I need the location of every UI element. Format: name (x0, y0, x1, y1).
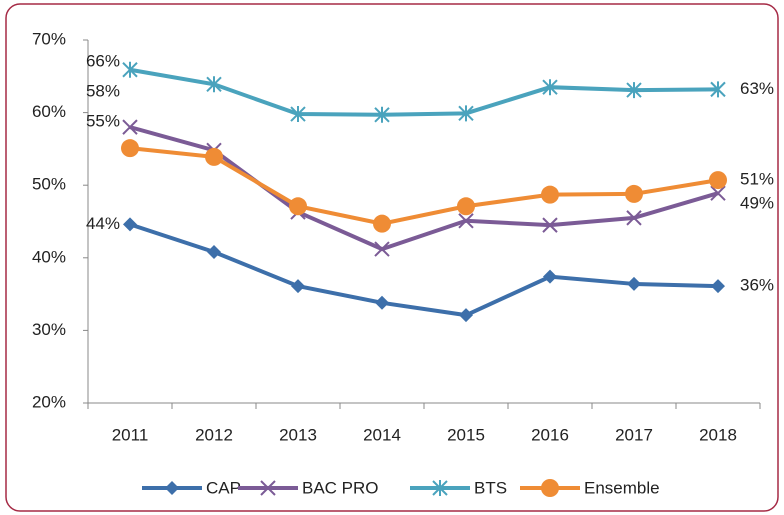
legend-label: CAP (206, 478, 241, 497)
marker (290, 106, 306, 123)
marker (374, 241, 390, 257)
marker (541, 185, 559, 204)
legend-marker (541, 479, 559, 497)
marker (542, 217, 558, 233)
legend-marker (165, 481, 179, 495)
marker (205, 147, 223, 166)
data-label: 36% (740, 276, 774, 295)
legend-label: Ensemble (584, 478, 660, 497)
marker (626, 82, 642, 99)
data-label: 58% (86, 82, 120, 101)
marker (459, 308, 473, 323)
marker (710, 81, 726, 98)
x-tick-label: 2012 (195, 425, 233, 444)
marker (291, 279, 305, 294)
marker (289, 197, 307, 216)
data-label: 44% (86, 214, 120, 233)
legend-marker (260, 480, 276, 496)
marker (625, 184, 643, 203)
marker (626, 210, 642, 226)
data-label: 66% (86, 51, 120, 70)
y-tick-label: 60% (32, 102, 66, 121)
marker (627, 276, 641, 291)
y-tick-label: 70% (32, 29, 66, 48)
marker (122, 61, 138, 78)
marker (206, 76, 222, 93)
series-line (129, 125, 719, 252)
marker (207, 244, 221, 259)
legend-marker (432, 480, 448, 496)
marker (457, 197, 475, 216)
y-tick-label: 30% (32, 320, 66, 339)
data-label: 63% (740, 79, 774, 98)
marker (373, 214, 391, 233)
data-label: 55% (86, 112, 120, 131)
marker (543, 269, 557, 284)
x-tick-label: 2015 (447, 425, 485, 444)
marker (710, 185, 726, 201)
x-tick-label: 2011 (112, 425, 149, 444)
marker (121, 139, 139, 158)
marker (122, 119, 138, 135)
data-label: 49% (740, 194, 774, 213)
marker (542, 79, 558, 96)
y-tick-label: 50% (32, 175, 66, 194)
y-tick-label: 40% (32, 247, 66, 266)
series-line (129, 222, 719, 318)
marker (458, 213, 474, 229)
chart-frame (5, 3, 779, 512)
x-tick-label: 2017 (615, 425, 653, 444)
series-line (129, 67, 719, 117)
series-line (129, 146, 719, 226)
marker (458, 105, 474, 122)
x-tick-label: 2014 (363, 425, 401, 444)
x-tick-label: 2016 (531, 425, 569, 444)
legend-label: BAC PRO (302, 478, 379, 497)
x-tick-label: 2018 (699, 425, 737, 444)
marker (711, 279, 725, 294)
marker (374, 106, 390, 123)
marker (709, 171, 727, 190)
x-tick-label: 2013 (279, 425, 317, 444)
marker (123, 217, 137, 232)
legend-label: BTS (474, 478, 507, 497)
marker (375, 295, 389, 310)
data-label: 51% (740, 170, 774, 189)
y-tick-label: 20% (32, 392, 66, 411)
